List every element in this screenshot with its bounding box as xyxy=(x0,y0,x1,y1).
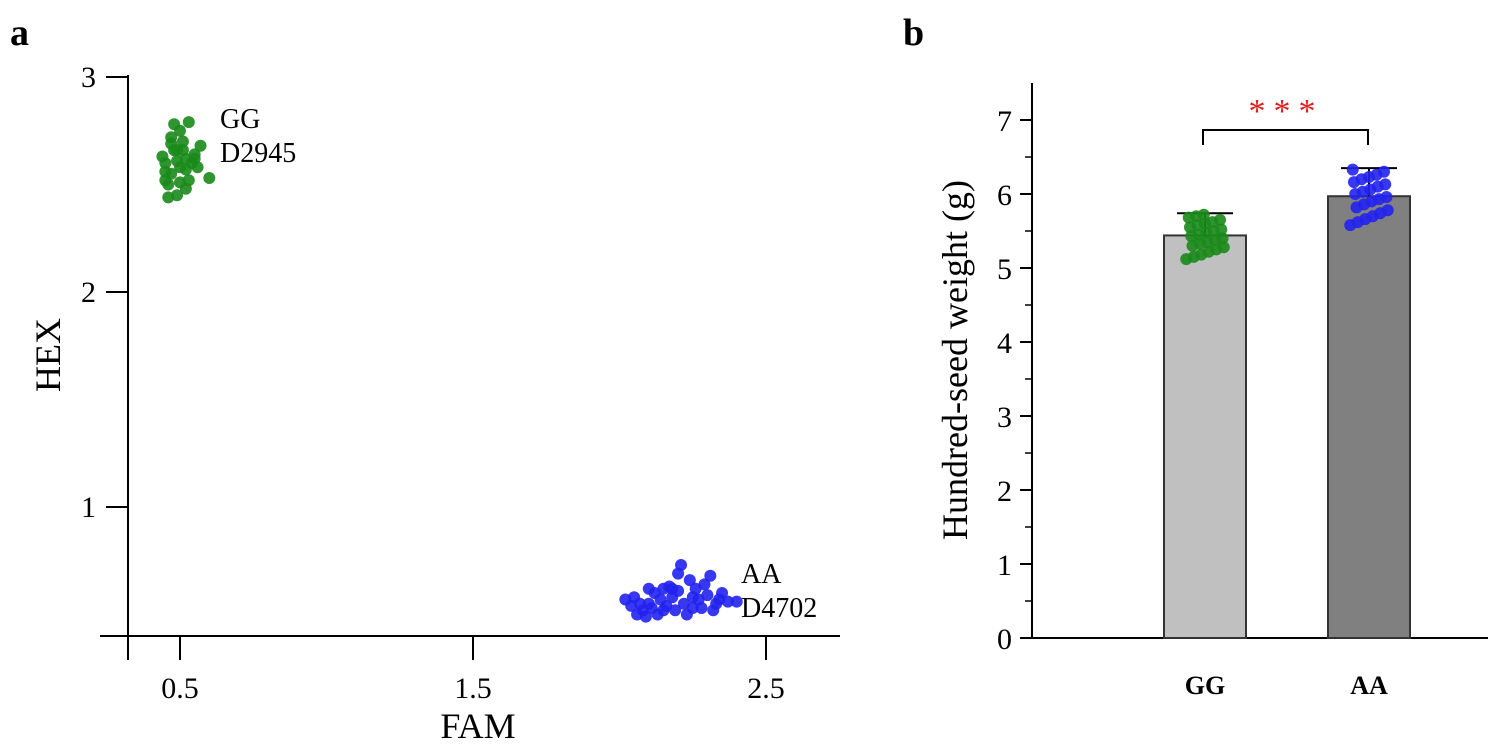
data-point xyxy=(1197,208,1210,221)
significance-stars: *** xyxy=(1249,93,1324,130)
cluster-label: D2945 xyxy=(220,138,296,169)
cluster-label: AA xyxy=(741,559,782,590)
scatter-point xyxy=(156,150,169,163)
scatter-point xyxy=(619,593,632,606)
panel-b-label: b xyxy=(903,12,924,54)
y-tick-label: 0 xyxy=(997,623,1012,656)
scatter-point xyxy=(721,595,734,608)
x-tick-label: 2.5 xyxy=(747,672,785,705)
x-tick-label: 1.5 xyxy=(454,672,492,705)
data-point xyxy=(1214,213,1226,226)
y-tick-label: 6 xyxy=(997,179,1012,212)
scatter-point xyxy=(176,135,189,148)
data-point xyxy=(1380,190,1393,203)
bar-chart: 0 1 2 3 4 5 6 7 GG AA *** Hundred-seed weight (g… xyxy=(935,83,1488,700)
y-tick-label: 2 xyxy=(997,475,1012,508)
cluster-label: D4702 xyxy=(741,593,817,624)
y-tick-label: 3 xyxy=(997,401,1012,434)
scatter-point xyxy=(639,610,652,623)
scatter-point xyxy=(159,165,172,178)
y-tick-label: 1 xyxy=(81,491,96,524)
scatter-point xyxy=(645,602,658,615)
scatter-point xyxy=(683,574,696,587)
scatter-point xyxy=(168,118,181,131)
scatter-point xyxy=(686,602,699,615)
scatter-point xyxy=(716,587,729,599)
bar xyxy=(1327,195,1411,639)
scatter-point xyxy=(707,604,720,617)
cluster-label: GG xyxy=(220,104,260,135)
y-axis-title: Hundred-seed weight (g) xyxy=(935,180,975,540)
scatter-point xyxy=(692,593,705,606)
y-axis-title: HEX xyxy=(28,318,68,392)
scatter-point xyxy=(704,569,717,582)
y-tick-label: 1 xyxy=(997,549,1012,582)
data-point xyxy=(1215,223,1228,236)
scatter-point xyxy=(176,144,189,157)
scatter-point xyxy=(642,582,655,595)
scatter-point xyxy=(654,593,667,606)
data-point xyxy=(1217,241,1230,254)
scatter-point xyxy=(162,191,175,204)
scatter-point xyxy=(657,582,670,595)
scatter-point xyxy=(179,163,192,176)
category-label: GG xyxy=(1185,671,1225,700)
scatter-point xyxy=(165,137,178,150)
x-axis-title: FAM xyxy=(440,706,515,746)
significance-bracket xyxy=(1202,129,1369,145)
y-tick-label: 3 xyxy=(81,61,96,94)
scatter-point xyxy=(669,604,682,617)
data-point xyxy=(1216,232,1229,245)
y-tick-label: 2 xyxy=(81,276,96,309)
panel-a-label: a xyxy=(10,12,29,54)
data-point xyxy=(1378,165,1390,178)
bar xyxy=(1163,234,1247,639)
y-tick-label: 4 xyxy=(997,327,1012,360)
scatter-point xyxy=(174,176,186,189)
x-tick-label: 0.5 xyxy=(161,672,199,705)
y-tick-label: 5 xyxy=(997,253,1012,286)
scatter-point xyxy=(182,116,195,129)
scatter-point xyxy=(188,152,201,165)
scatter-point xyxy=(698,578,711,591)
scatter-point xyxy=(730,595,743,608)
y-tick-label: 7 xyxy=(997,105,1012,138)
scatter-point xyxy=(171,154,184,167)
scatter-point xyxy=(666,582,679,595)
data-point xyxy=(1381,204,1394,217)
data-point xyxy=(1379,178,1392,191)
scatter-point xyxy=(675,559,688,572)
scatter-point xyxy=(159,174,172,187)
category-label: AA xyxy=(1350,671,1388,700)
data-point xyxy=(1346,163,1359,176)
scatter-point xyxy=(203,172,216,185)
scatter-point xyxy=(194,139,207,152)
